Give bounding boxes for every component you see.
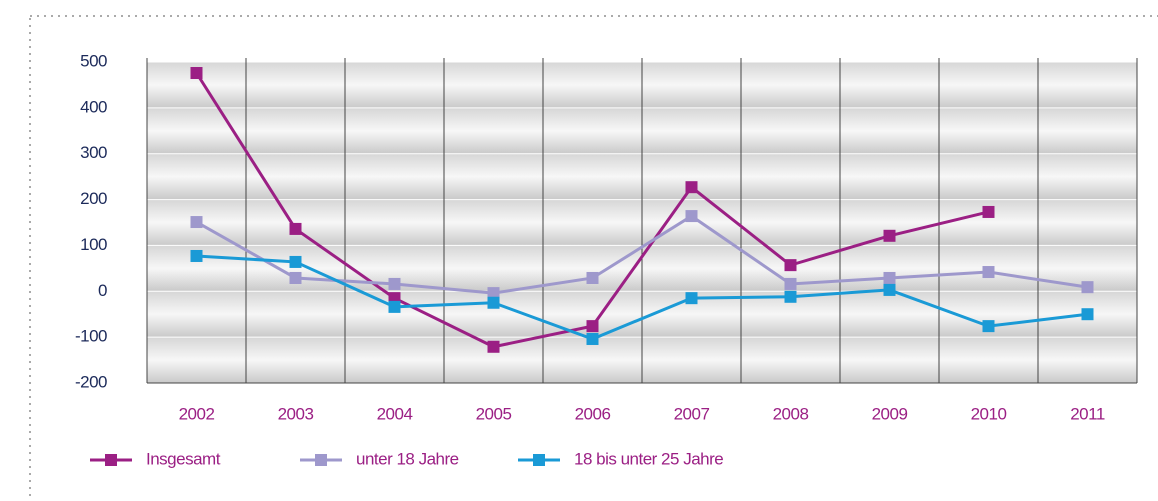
- y-tick-label: 500: [80, 51, 107, 70]
- point: [190, 67, 203, 80]
- legend-label: Insgesamt: [146, 449, 221, 468]
- series-line: [195, 214, 1088, 295]
- x-tick-label: 2008: [773, 404, 809, 423]
- x-tick-label: 2007: [674, 404, 710, 423]
- point: [784, 259, 797, 272]
- point: [388, 300, 401, 313]
- x-tick-label: 2005: [476, 404, 512, 423]
- point: [190, 249, 203, 262]
- point: [883, 229, 896, 242]
- point: [982, 205, 995, 218]
- point: [685, 292, 698, 305]
- y-tick-label: 100: [80, 235, 107, 254]
- x-tick-label: 2003: [278, 404, 314, 423]
- point: [1081, 308, 1094, 321]
- y-tick-label: -100: [75, 327, 107, 346]
- point: [289, 271, 302, 284]
- x-tick-label: 2002: [179, 404, 215, 423]
- point: [982, 266, 995, 279]
- point: [289, 255, 302, 268]
- point: [388, 277, 401, 290]
- point: [784, 277, 797, 290]
- legend-marker: [533, 454, 545, 466]
- y-tick-label: 200: [80, 189, 107, 208]
- x-tick-label: 2009: [872, 404, 908, 423]
- point: [487, 287, 500, 300]
- y-tick-label: -200: [75, 372, 107, 391]
- legend-marker: [105, 454, 117, 466]
- point: [586, 320, 599, 333]
- point: [685, 181, 698, 194]
- y-tick-label: 0: [98, 281, 107, 300]
- x-tick-label: 2011: [1070, 404, 1105, 423]
- series-line: [196, 254, 1088, 341]
- x-tick-label: 2006: [575, 404, 611, 423]
- point: [487, 296, 500, 309]
- point: [1081, 281, 1094, 294]
- point: [586, 271, 599, 284]
- point: [982, 320, 995, 333]
- point: [586, 332, 599, 345]
- x-tick-label: 2004: [377, 404, 413, 423]
- point: [784, 290, 797, 303]
- x-tick-label: 2010: [971, 404, 1007, 423]
- point: [190, 216, 203, 229]
- point: [289, 222, 302, 235]
- point: [487, 340, 500, 353]
- legend-marker: [315, 454, 327, 466]
- y-tick-label: 300: [80, 143, 107, 162]
- y-tick-label: 400: [80, 97, 107, 116]
- point: [883, 283, 896, 296]
- legend-label: unter 18 Jahre: [356, 449, 459, 468]
- point: [883, 271, 896, 284]
- legend-label: 18 bis unter 25 Jahre: [574, 449, 723, 468]
- point: [685, 210, 698, 223]
